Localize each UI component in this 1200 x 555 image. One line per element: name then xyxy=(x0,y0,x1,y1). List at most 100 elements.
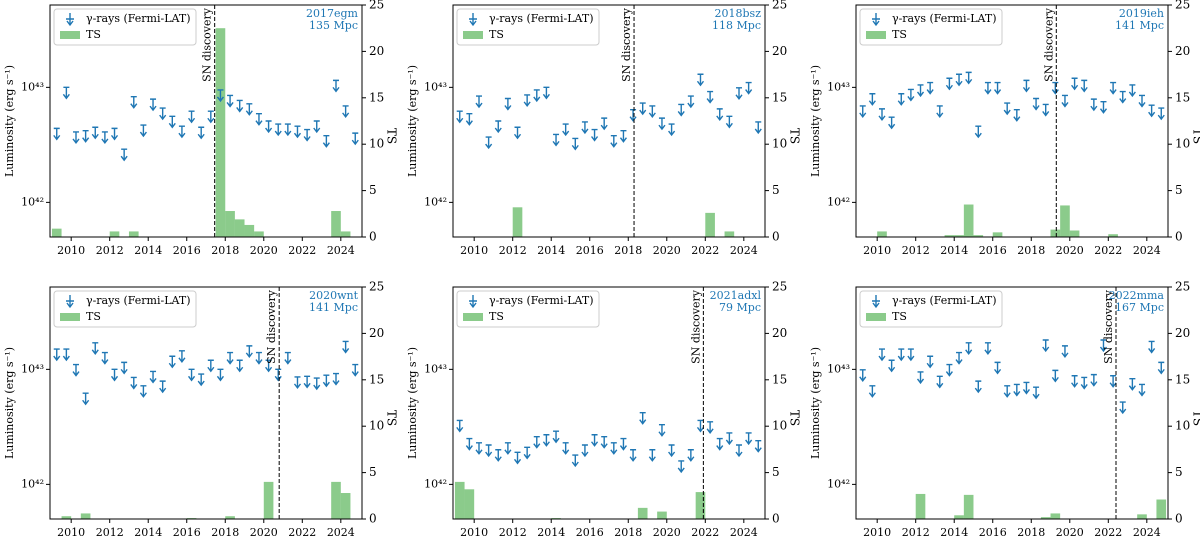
upper-limit xyxy=(197,373,205,387)
x-tick-label: 2018 xyxy=(614,526,642,539)
upper-limit xyxy=(274,123,282,137)
upper-limit xyxy=(351,132,359,146)
y2-tick-label: 20 xyxy=(1175,326,1190,340)
ts-bar xyxy=(512,207,523,237)
upper-limit xyxy=(1109,375,1117,388)
ts-bar xyxy=(340,493,351,519)
upper-limit xyxy=(648,449,656,462)
y2-tick-label: 10 xyxy=(369,419,384,433)
panel-title: 2018bsz xyxy=(715,7,762,20)
upper-limit xyxy=(1051,81,1059,95)
plot-frame xyxy=(855,286,1169,520)
x-tick-label: 2018 xyxy=(211,244,239,257)
x-tick-label: 2022 xyxy=(1094,526,1122,539)
y2-tick-label: 25 xyxy=(1175,0,1190,12)
x-tick-label: 2020 xyxy=(1056,244,1084,257)
upper-limit xyxy=(168,355,176,369)
x-tick-label: 2014 xyxy=(134,526,162,539)
panel-subtitle: 141 Mpc xyxy=(1115,19,1164,32)
ts-bar xyxy=(331,211,341,237)
upper-limit xyxy=(1157,107,1165,121)
x-tick-label: 2012 xyxy=(499,244,527,257)
upper-limit xyxy=(475,442,483,455)
y2-tick-label: 10 xyxy=(1175,419,1190,433)
upper-limit xyxy=(984,342,992,356)
ts-bar xyxy=(724,231,735,237)
upper-limit xyxy=(888,359,896,373)
legend-frame xyxy=(456,8,600,46)
upper-limit xyxy=(245,345,253,359)
y2-axis-label: TS xyxy=(1191,128,1200,144)
upper-limit xyxy=(456,419,464,433)
legend-label: γ-rays (Fermi-LAT) xyxy=(86,294,191,307)
y2-tick-label: 20 xyxy=(772,326,787,340)
y2-tick-label: 10 xyxy=(369,137,384,151)
upper-limit xyxy=(494,449,502,462)
y-tick-label: 10⁴² xyxy=(827,195,850,208)
panel-subtitle: 135 Mpc xyxy=(309,19,358,32)
ts-bar xyxy=(61,516,72,519)
x-tick-label: 2014 xyxy=(940,526,968,539)
upper-limit xyxy=(1022,381,1031,395)
upper-limit xyxy=(265,120,273,134)
upper-limit xyxy=(677,460,685,474)
y-tick-label: 10⁴² xyxy=(827,477,850,490)
upper-limit xyxy=(725,115,733,129)
upper-limit xyxy=(581,444,589,458)
upper-limit xyxy=(303,128,311,142)
ts-bar xyxy=(244,224,255,237)
y2-tick-label: 5 xyxy=(369,465,377,479)
upper-limit xyxy=(658,424,666,437)
x-tick-label: 2020 xyxy=(250,526,278,539)
upper-limit xyxy=(1022,79,1031,93)
upper-limit xyxy=(351,363,359,377)
upper-limit xyxy=(1013,383,1021,397)
upper-limit xyxy=(716,437,724,451)
upper-limit xyxy=(955,73,963,87)
legend-marker xyxy=(872,295,880,309)
y2-tick-label: 0 xyxy=(1175,230,1183,244)
legend-frame xyxy=(53,8,197,46)
ts-bar xyxy=(1060,205,1070,237)
upper-limit xyxy=(571,454,579,468)
x-tick-label: 2014 xyxy=(537,244,565,257)
upper-limit xyxy=(178,125,186,139)
upper-limit xyxy=(82,392,90,406)
upper-limit xyxy=(1138,383,1146,397)
upper-limit xyxy=(619,437,628,451)
upper-limit xyxy=(619,129,628,143)
upper-limit xyxy=(965,342,973,356)
upper-limit xyxy=(284,351,292,365)
ts-bar xyxy=(973,235,984,237)
upper-limit xyxy=(1003,385,1011,398)
legend-frame xyxy=(456,290,600,328)
upper-limit xyxy=(236,99,244,113)
ts-bar xyxy=(637,507,648,519)
upper-limit xyxy=(303,375,311,389)
upper-limit xyxy=(907,88,915,102)
legend-frame xyxy=(859,290,1003,328)
upper-limit xyxy=(888,116,896,130)
upper-limit xyxy=(168,115,176,129)
x-tick-label: 2012 xyxy=(499,526,527,539)
upper-limit xyxy=(226,351,234,365)
upper-limit xyxy=(677,103,685,117)
legend-label: TS xyxy=(86,310,101,323)
ts-bar xyxy=(454,481,465,519)
upper-limit xyxy=(965,71,973,85)
legend: γ-rays (Fermi-LAT) TS xyxy=(53,290,197,328)
ts-bar xyxy=(944,235,955,237)
upper-limit xyxy=(236,359,244,373)
upper-limit xyxy=(513,126,522,140)
y-axis-label: Luminosity (erg s⁻¹) xyxy=(406,347,419,459)
x-tick-label: 2014 xyxy=(134,244,162,257)
upper-limit xyxy=(149,370,157,384)
upper-limit xyxy=(1128,84,1136,98)
ts-bar xyxy=(705,212,715,237)
plot-frame xyxy=(49,286,363,520)
upper-limit xyxy=(984,81,992,95)
x-tick-label: 2024 xyxy=(327,244,355,257)
upper-limit xyxy=(562,442,570,455)
upper-limit xyxy=(916,84,925,98)
